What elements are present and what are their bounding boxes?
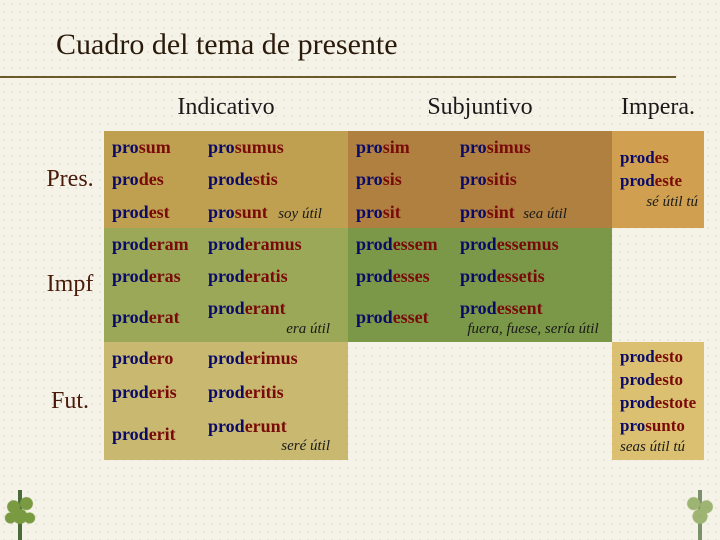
pres-sub-1s: prosim	[348, 131, 452, 163]
impf-ind-2s: proderas	[104, 260, 200, 292]
pres-ind-2p: prodestis	[200, 163, 348, 195]
col-subjuntivo: Subjuntivo	[348, 88, 612, 131]
fut-ind-3s: proderit	[104, 409, 200, 460]
impf-sub-2s: prodesses	[348, 260, 452, 292]
pres-sub-2p: prositis	[452, 163, 612, 195]
fut-ind-3p: proderuntseré útil	[200, 409, 348, 460]
impf-sub-1s: prodessem	[348, 228, 452, 260]
impf-sub-1p: prodessemus	[452, 228, 612, 260]
fut-imp: prodesto prodesto prodestote prosunto se…	[612, 342, 704, 461]
pres-sub-2s: prosis	[348, 163, 452, 195]
impf-ind-1p: proderamus	[200, 228, 348, 260]
pres-ind-1p: prosumus	[200, 131, 348, 163]
fut-ind-2s: proderis	[104, 375, 200, 409]
pres-sub-3p: prosint sea útil	[452, 196, 612, 228]
impf-ind-3s: proderat	[104, 292, 200, 341]
row-fut: Fut.	[34, 342, 104, 461]
pres-ind-3p: prosunt soy útil	[200, 196, 348, 228]
pres-sub-1p: prosimus	[452, 131, 612, 163]
pres-ind-1s: prosum	[104, 131, 200, 163]
impf-sub-2p: prodessetis	[452, 260, 612, 292]
fut-ind-2p: proderitis	[200, 375, 348, 409]
plant-icon	[670, 480, 720, 540]
impf-sub-3s: prodesset	[348, 292, 452, 341]
col-imperativo: Impera.	[612, 88, 704, 131]
conjugation-table: Indicativo Subjuntivo Impera. Pres. pros…	[34, 88, 704, 460]
pres-sub-3s: prosit	[348, 196, 452, 228]
page-title: Cuadro del tema de presente	[0, 0, 676, 78]
pres-imp: prodes prodeste sé útil tú	[612, 131, 704, 228]
row-pres: Pres.	[34, 131, 104, 228]
impf-ind-1s: proderam	[104, 228, 200, 260]
row-impf: Impf	[34, 228, 104, 342]
fut-ind-1p: proderimus	[200, 342, 348, 376]
pres-ind-3s: prodest	[104, 196, 200, 228]
header-row: Indicativo Subjuntivo Impera.	[34, 88, 704, 131]
plant-icon	[0, 480, 50, 540]
pres-ind-2s: prodes	[104, 163, 200, 195]
fut-ind-1s: prodero	[104, 342, 200, 376]
impf-ind-2p: proderatis	[200, 260, 348, 292]
col-indicativo: Indicativo	[104, 88, 348, 131]
impf-ind-3p: proderantera útil	[200, 292, 348, 341]
impf-sub-3p: prodessentfuera, fuese, sería útil	[452, 292, 612, 341]
